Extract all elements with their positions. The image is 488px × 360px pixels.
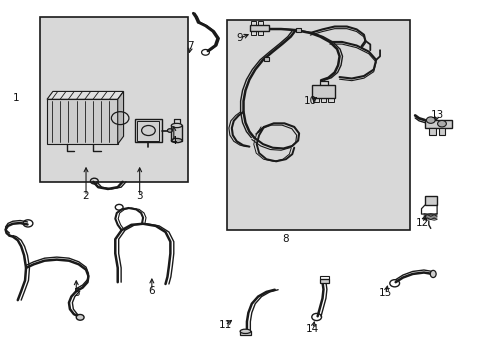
Bar	[171, 126, 182, 140]
Ellipse shape	[240, 329, 250, 333]
Circle shape	[167, 129, 172, 132]
Bar	[135, 119, 161, 142]
Bar	[251, 31, 256, 35]
Text: 1: 1	[13, 93, 20, 103]
Text: 5: 5	[73, 288, 80, 298]
Text: 7: 7	[187, 41, 194, 50]
Text: 3: 3	[136, 191, 142, 201]
Bar	[240, 331, 250, 335]
Bar	[311, 85, 334, 98]
Ellipse shape	[171, 138, 182, 143]
Bar	[258, 21, 263, 25]
Circle shape	[76, 315, 84, 320]
Bar	[438, 128, 445, 135]
Bar	[258, 31, 263, 35]
Bar	[312, 98, 318, 102]
Bar	[424, 120, 451, 128]
Text: 11: 11	[218, 320, 231, 330]
Bar	[251, 21, 256, 25]
Text: 4: 4	[170, 136, 177, 145]
Text: 13: 13	[429, 111, 443, 121]
Ellipse shape	[171, 123, 182, 128]
Text: 6: 6	[148, 286, 155, 296]
Bar	[250, 25, 268, 31]
Bar	[264, 57, 268, 61]
Text: 9: 9	[236, 33, 243, 43]
Bar	[428, 128, 435, 135]
Bar	[328, 98, 333, 102]
Bar	[320, 98, 326, 102]
Polygon shape	[118, 91, 123, 144]
Bar	[320, 279, 328, 283]
Text: 8: 8	[282, 234, 289, 244]
Bar	[137, 121, 159, 140]
Text: 2: 2	[82, 191, 89, 201]
Polygon shape	[47, 99, 118, 144]
Text: 10: 10	[303, 96, 316, 106]
Polygon shape	[47, 91, 123, 99]
Ellipse shape	[429, 270, 435, 278]
Bar	[40, 17, 188, 182]
Text: 12: 12	[415, 218, 428, 228]
Bar	[296, 28, 301, 32]
Circle shape	[437, 121, 446, 127]
Text: 15: 15	[379, 288, 392, 298]
Bar	[227, 21, 409, 230]
Circle shape	[426, 117, 434, 123]
Bar	[424, 196, 436, 205]
Bar	[320, 276, 328, 279]
Text: 14: 14	[305, 324, 319, 334]
